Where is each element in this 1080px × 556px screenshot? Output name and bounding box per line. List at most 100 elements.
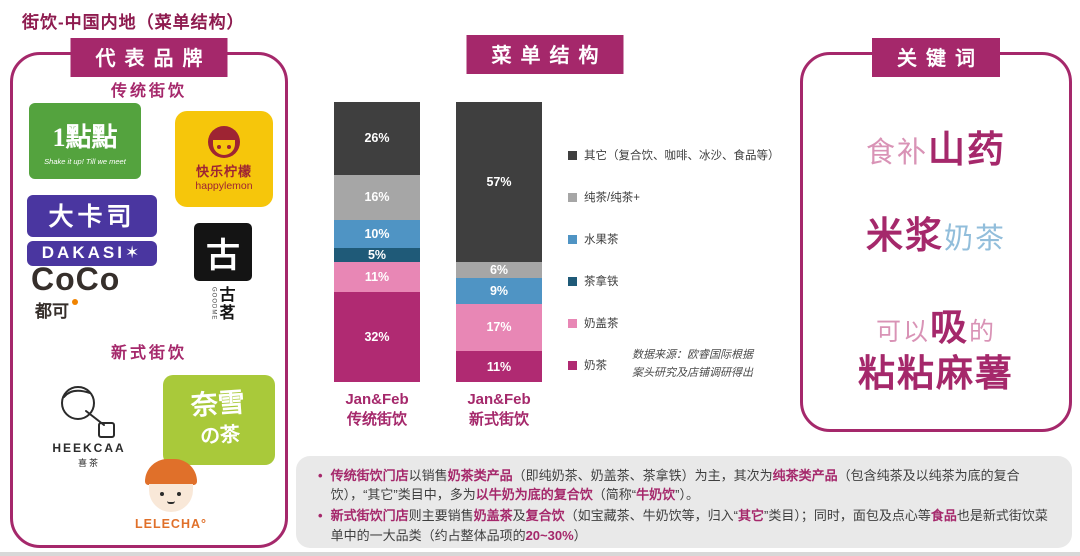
- legend-item: 水果茶: [568, 231, 780, 247]
- traditional-brands-label: 传统街饮: [110, 83, 187, 100]
- text-segment: ）: [573, 527, 587, 543]
- brands-panel-header: 代表品牌: [70, 38, 228, 77]
- text-segment: 其它: [737, 508, 764, 524]
- naixue-line1: 奈雪: [189, 387, 246, 423]
- legend-swatch-icon: [568, 150, 577, 160]
- legend-swatch-icon: [568, 318, 577, 328]
- text-segment: 奶茶类产品: [447, 468, 513, 483]
- brand-logo-coco: CoCo 都可: [31, 263, 151, 322]
- bar-category-label: Jan&Feb 新式街饮: [467, 390, 531, 429]
- bar-segment-value: 10%: [364, 226, 390, 241]
- summary-bullet-2: • 新式街饮门店则主要销售奶盖茶及复合饮（如宝藏茶、牛奶饮等，归入“其它”类目）…: [318, 506, 1054, 544]
- bar-segment-value: 5%: [367, 247, 387, 262]
- text-segment: 牛奶饮: [636, 487, 676, 503]
- bar-segment: 11%: [456, 351, 542, 382]
- guming-chars: 古 茗: [219, 287, 235, 324]
- coco-cn-label: 都可: [35, 302, 69, 321]
- legend-item: 其它（复合饮、咖啡、冰沙、食品等）: [568, 147, 780, 163]
- bar-segment: 11%: [334, 261, 420, 293]
- yidiandian-tagline: Shake it up! Till we meet: [44, 156, 126, 166]
- legend-swatch-icon: [568, 234, 577, 244]
- happylemon-en-label: happylemon: [195, 180, 253, 192]
- summary-bullet-1-text: 传统街饮门店以销售奶茶类产品（即纯奶茶、奶盖茶、茶拿铁）为主，其次为纯茶类产品（…: [331, 466, 1054, 504]
- text-segment: ”类目）；同时，面包及点心等: [764, 508, 931, 524]
- text-segment: 传统街饮门店: [330, 468, 409, 483]
- keyword-line-1: 食补山药: [803, 119, 1069, 173]
- text-segment: 以销售: [408, 468, 448, 483]
- text-segment: 纯茶类产品: [772, 468, 838, 483]
- text-segment: 新式街饮门店: [330, 508, 409, 524]
- legend-item: 奶茶: [568, 357, 780, 373]
- heekcaa-drinking-figure-icon: [61, 386, 115, 438]
- chart-legend: 其它（复合饮、咖啡、冰沙、食品等） 纯茶/纯茶+ 水果茶 茶拿铁 奶盖茶 奶茶: [568, 147, 780, 399]
- coco-cn-row: 都可: [35, 297, 78, 322]
- text-segment: 山药: [928, 127, 1006, 171]
- lelecha-beanie-icon: [145, 459, 197, 485]
- guming-char-2: 茗: [219, 305, 236, 323]
- brands-panel: 代表品牌 传统街饮 1點點 Shake it up! Till we meet …: [10, 38, 288, 548]
- keywords-panel-header: 关键词: [872, 38, 1000, 77]
- bar-column-1: 26% 16% 10% 5% 11% 32% Jan&Feb 传统街饮: [334, 102, 420, 430]
- keyword-line-3: 可以吸的: [803, 297, 1069, 351]
- bar-segment-value: 11%: [486, 359, 512, 374]
- dakasi-en-label: DAKASI✶: [27, 241, 157, 266]
- text-segment: 吸: [930, 305, 969, 349]
- bullet-dot-icon: •: [318, 508, 323, 524]
- text-segment: 及: [512, 508, 526, 524]
- happylemon-face-icon: [208, 126, 240, 158]
- bar-segment: 16%: [334, 174, 420, 220]
- data-source-line1: 数据来源：欧睿国际根据: [632, 349, 753, 361]
- brand-logo-heekcaa: HEEKCAA 喜茶: [33, 381, 145, 469]
- text-segment: 粘粘麻薯: [858, 351, 1014, 395]
- coco-orange-dot-icon: [72, 299, 78, 305]
- keyword-line-2: 米浆奶茶: [803, 205, 1069, 259]
- text-segment: 可以: [875, 317, 930, 346]
- text-segment: （包含纯茶及以纯茶为底的复合饮），“其它”类目中，多为: [330, 468, 1020, 503]
- text-segment: 以牛奶为底的复合饮: [475, 487, 593, 503]
- data-source-note: 数据来源：欧睿国际根据 案头研究及店铺调研得出: [632, 347, 753, 382]
- legend-label: 其它（复合饮、咖啡、冰沙、食品等）: [584, 150, 780, 162]
- legend-label: 水果茶: [584, 234, 619, 246]
- text-segment: 复合饮: [525, 508, 565, 524]
- lelecha-eye-icon: [177, 492, 181, 496]
- guming-small-label: GOODME: [210, 287, 217, 321]
- legend-item: 茶拿铁: [568, 273, 780, 289]
- legend-label: 奶茶: [584, 360, 607, 372]
- bar-segment-value: 16%: [364, 190, 390, 205]
- coco-wordmark: CoCo: [31, 261, 121, 297]
- brand-logo-yidiandian: 1點點 Shake it up! Till we meet: [29, 103, 141, 179]
- menu-structure-panel: 菜单结构 26% 16% 10% 5% 11% 32% Jan&Feb 传统街饮 57% 6% 9%…: [300, 35, 790, 456]
- guming-symbol-icon: 古: [194, 223, 252, 281]
- legend-label: 茶拿铁: [584, 276, 619, 288]
- happylemon-eye-icon: [217, 145, 221, 149]
- legend-label: 纯茶/纯茶+: [584, 192, 640, 204]
- text-segment: ”）。: [675, 487, 699, 503]
- text-segment: 的: [969, 317, 997, 346]
- bar-stack: 57% 6% 9% 17% 11%: [456, 102, 542, 382]
- happylemon-eye-icon: [227, 145, 231, 149]
- bar-segment-value: 6%: [489, 262, 509, 277]
- bar-segment-value: 32%: [364, 330, 390, 345]
- bar-segment: 32%: [334, 292, 420, 382]
- bottom-divider: [0, 552, 1080, 556]
- happylemon-cn-label: 快乐柠檬: [195, 164, 252, 179]
- lelecha-eye-icon: [160, 492, 164, 496]
- legend-swatch-icon: [568, 360, 577, 370]
- happylemon-face-cheek: [213, 140, 235, 155]
- summary-bullet-1: • 传统街饮门店以销售奶茶类产品（即纯奶茶、奶盖茶、茶拿铁）为主，其次为纯茶类产…: [318, 466, 1054, 504]
- bar-segment-value: 26%: [364, 131, 390, 146]
- text-segment: （如宝藏茶、牛奶饮等，归入“: [564, 508, 738, 524]
- heekcaa-en-label: HEEKCAA: [52, 441, 126, 455]
- bar-segment: 57%: [456, 102, 542, 262]
- bar-category-label: Jan&Feb 传统街饮: [345, 390, 409, 429]
- bar-segment: 9%: [456, 278, 542, 304]
- keyword-line-4: 粘粘麻薯: [803, 343, 1069, 397]
- heekcaa-cn-label: 喜茶: [77, 458, 100, 468]
- summary-bullet-2-text: 新式街饮门店则主要销售奶盖茶及复合饮（如宝藏茶、牛奶饮等，归入“其它”类目）；同…: [331, 506, 1054, 544]
- bar-segment-value: 11%: [364, 269, 390, 284]
- naixue-wordmark: 奈雪 の茶: [189, 387, 248, 451]
- text-segment: 也是新式街饮菜单中的一大品类（约占整体品项的: [330, 508, 1048, 543]
- bar-column-2: 57% 6% 9% 17% 11% Jan&Feb 新式街饮: [456, 102, 542, 430]
- summary-panel: • 传统街饮门店以销售奶茶类产品（即纯奶茶、奶盖茶、茶拿铁）为主，其次为纯茶类产…: [296, 456, 1072, 548]
